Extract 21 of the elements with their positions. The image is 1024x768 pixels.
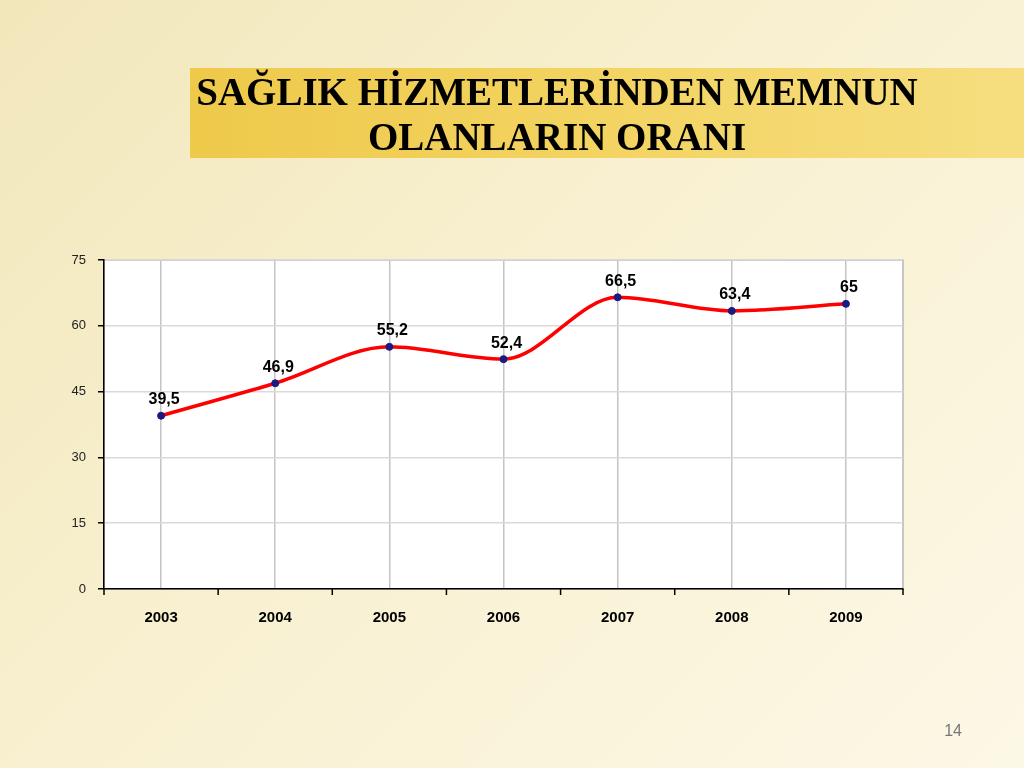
x-tick-label: 2004 [258,608,293,626]
data-label: 63,4 [719,285,751,303]
y-tick-label: 45 [71,383,86,399]
x-tick-label: 2003 [144,608,178,626]
y-tick-label: 75 [71,251,86,267]
y-tick-label: 15 [71,514,86,530]
data-label: 46,9 [262,357,294,375]
y-tick-label: 0 [78,580,86,596]
data-label: 39,5 [148,390,180,408]
y-tick-label: 60 [71,317,86,333]
data-label: 65 [840,278,858,296]
x-tick-label: 2005 [372,608,407,626]
x-tick-label: 2008 [715,608,749,626]
data-label: 52,4 [490,333,523,351]
x-tick-label: 2006 [486,608,521,626]
y-tick-label: 30 [71,448,86,464]
text: 14 [944,722,962,740]
x-tick-label: 2007 [600,608,635,626]
data-label: 55,2 [376,321,409,339]
x-tick-label: 2009 [829,608,863,626]
data-label: 66,5 [605,271,637,289]
